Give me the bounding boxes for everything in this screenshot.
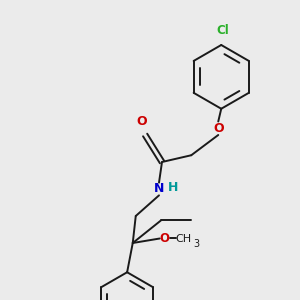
Text: O: O [159, 232, 169, 245]
Text: N: N [154, 182, 164, 196]
Text: CH: CH [175, 234, 191, 244]
Text: 3: 3 [194, 239, 200, 249]
Text: O: O [213, 122, 224, 135]
Text: Cl: Cl [217, 24, 230, 37]
Text: O: O [137, 115, 147, 128]
Text: H: H [168, 181, 178, 194]
